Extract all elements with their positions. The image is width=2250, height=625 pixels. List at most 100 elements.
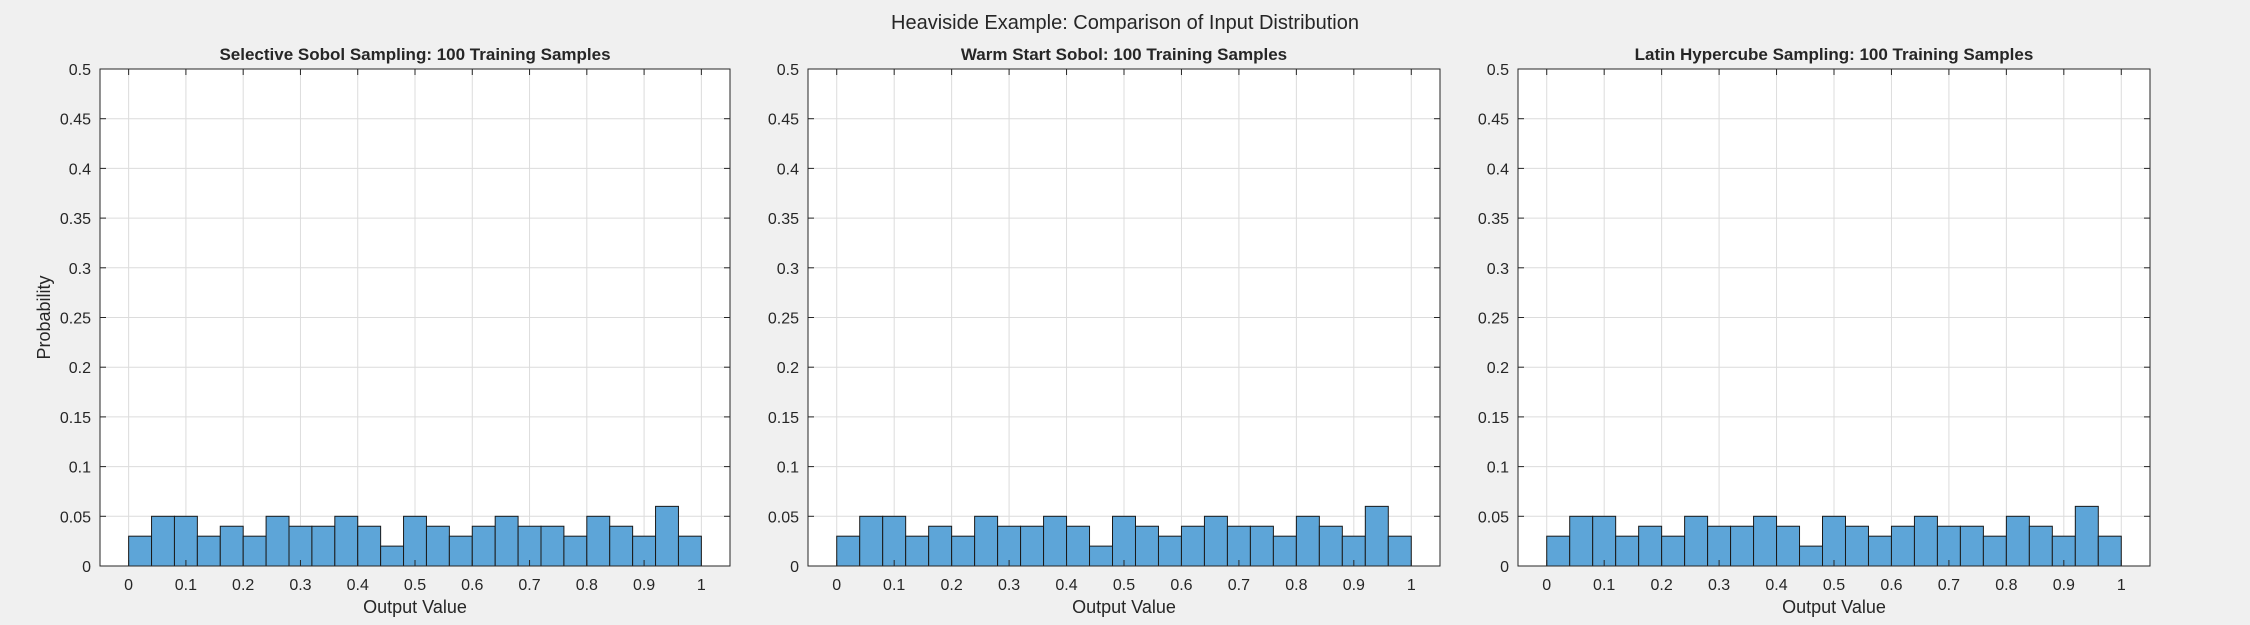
x-tick-label: 0.1 (883, 577, 905, 594)
histogram-bar (928, 525, 953, 567)
histogram-bar (1089, 545, 1114, 567)
histogram-bar (173, 515, 198, 567)
histogram-bar (403, 515, 427, 567)
histogram-bar (425, 525, 450, 567)
histogram-bar (151, 515, 175, 567)
y-tick-label: 0.25 (768, 311, 799, 328)
y-tick-label: 0.05 (768, 509, 799, 526)
x-tick-label: 0.6 (1880, 577, 1902, 594)
histogram-bar (836, 535, 861, 567)
x-tick-label: 0.1 (1593, 577, 1615, 594)
histogram-bar (609, 525, 634, 567)
histogram-bar (859, 515, 884, 567)
histogram-bar (2005, 515, 2030, 567)
y-tick-label: 0.35 (768, 211, 799, 228)
x-tick-label: 0 (832, 577, 841, 594)
x-tick-label: 0.1 (175, 577, 197, 594)
y-tick-label: 0.5 (777, 62, 799, 79)
x-tick-label: 0.5 (1823, 577, 1845, 594)
histogram-bar (1661, 535, 1686, 567)
y-tick-label: 0.05 (60, 509, 91, 526)
histogram-bar (563, 535, 588, 567)
histogram-bar (2097, 535, 2122, 567)
y-tick-label: 0.4 (69, 161, 91, 178)
x-tick-label: 0.4 (1765, 577, 1787, 594)
y-tick-label: 0.1 (777, 460, 799, 477)
x-tick-label: 0.8 (1995, 577, 2017, 594)
y-tick-label: 0.2 (69, 360, 91, 377)
x-tick-label: 0.6 (461, 577, 483, 594)
histogram-bar (1615, 535, 1640, 567)
histogram-bar (974, 515, 999, 567)
histogram-bar (1776, 525, 1801, 567)
histogram-bar (1272, 535, 1297, 567)
histogram-bar (1295, 515, 1320, 567)
histogram-bar (905, 535, 930, 567)
y-tick-label: 0.15 (1478, 410, 1509, 427)
histogram-bar (1844, 525, 1869, 567)
x-tick-label: 0.3 (289, 577, 311, 594)
histogram-bar (334, 515, 359, 567)
chart-title: Warm Start Sobol: 100 Training Samples (961, 45, 1287, 64)
x-tick-label: 0.9 (633, 577, 655, 594)
y-tick-label: 0.45 (60, 112, 91, 129)
x-tick-label: 0.8 (1285, 577, 1307, 594)
chart-panel-1: 0 0.1 0.2 0.3 0.4 0.5 0.6 0.7 0.8 0.9 1 0 0.05 0.1 0.1… (34, 45, 731, 617)
y-tick-label: 0.2 (1487, 360, 1509, 377)
histogram-bar (1249, 525, 1274, 567)
y-tick-label: 0 (790, 559, 799, 576)
y-tick-label: 0 (82, 559, 91, 576)
y-tick-label: 0.15 (768, 410, 799, 427)
x-tick-label: 0.4 (347, 577, 369, 594)
histogram-bar (586, 515, 611, 567)
y-tick-label: 0 (1500, 559, 1509, 576)
y-tick-label: 0.35 (1478, 211, 1509, 228)
x-tick-label: 0.2 (232, 577, 254, 594)
y-tick-label: 0.2 (777, 360, 799, 377)
y-axis-label: Probability (34, 275, 54, 359)
histogram-bar (1753, 515, 1778, 567)
histogram-bar (1867, 535, 1892, 567)
histogram-bar (1638, 525, 1663, 567)
x-tick-label: 0.6 (1170, 577, 1192, 594)
y-tick-label: 0.4 (1487, 161, 1509, 178)
x-tick-label: 1 (697, 577, 706, 594)
chart-panel-3: 0 0.1 0.2 0.3 0.4 0.5 0.6 0.7 0.8 0.9 1 0 0.05 0.1 0.1… (1478, 45, 2151, 617)
histogram-bar (219, 525, 244, 567)
histogram-bar (540, 525, 565, 567)
histogram-bar (677, 535, 702, 567)
histogram-bar (655, 505, 679, 567)
x-tick-label: 1 (2117, 577, 2126, 594)
figure-title: Heaviside Example: Comparison of Input D… (891, 12, 1359, 34)
histogram-bar (448, 535, 473, 567)
histogram-bar (1112, 515, 1136, 567)
y-tick-label: 0.3 (1487, 261, 1509, 278)
histogram-bar (1799, 545, 1824, 567)
chart-panel-2: 0 0.1 0.2 0.3 0.4 0.5 0.6 0.7 0.8 0.9 1 0 0.05 0.1 0.1… (768, 45, 1441, 617)
histogram-bar (128, 535, 153, 567)
histogram-bar (1203, 515, 1228, 567)
x-tick-label: 0.5 (404, 577, 426, 594)
y-tick-label: 0.5 (69, 62, 91, 79)
y-tick-label: 0.3 (777, 261, 799, 278)
y-tick-label: 0.1 (69, 460, 91, 477)
histogram-bar (1387, 535, 1412, 567)
x-tick-label: 0.3 (1708, 577, 1730, 594)
x-tick-label: 0.7 (1938, 577, 1960, 594)
x-tick-label: 0 (1542, 577, 1551, 594)
y-tick-label: 0.1 (1487, 460, 1509, 477)
histogram-bar (357, 525, 382, 567)
y-tick-label: 0.4 (777, 161, 799, 178)
histogram-bar (1592, 515, 1617, 567)
y-tick-label: 0.15 (60, 410, 91, 427)
histogram-bar (1066, 525, 1091, 567)
x-tick-label: 0.3 (998, 577, 1020, 594)
histogram-bar (1020, 525, 1045, 567)
histogram-bar (1569, 515, 1594, 567)
x-tick-label: 0.5 (1113, 577, 1135, 594)
x-tick-label: 0 (124, 577, 133, 594)
y-tick-label: 0.3 (69, 261, 91, 278)
histogram-bar (1982, 535, 2007, 567)
y-tick-label: 0.5 (1487, 62, 1509, 79)
x-tick-label: 0.2 (941, 577, 963, 594)
